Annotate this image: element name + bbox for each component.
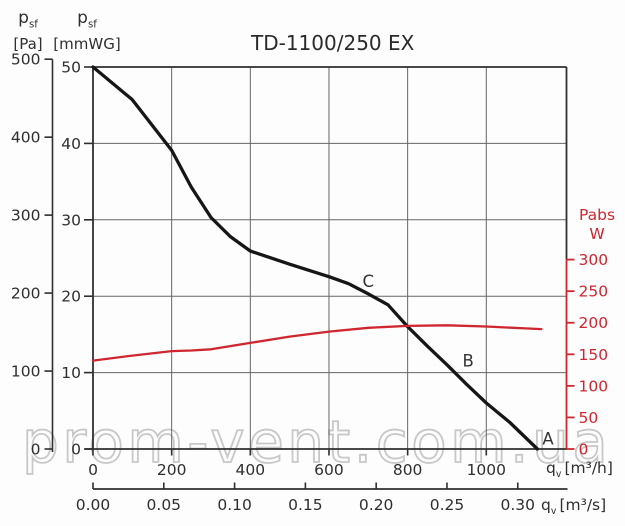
pa-axis-tick-label: 400 — [11, 129, 41, 147]
pa-axis-tick-label: 500 — [11, 51, 41, 69]
power-axis-tick-label: 50 — [579, 409, 599, 427]
pa-axis-tick-label: 100 — [11, 363, 41, 381]
mmwg-axis-tick-label: 40 — [61, 135, 81, 153]
mmwg-axis-tick-label: 0 — [71, 441, 81, 459]
watermark-text: prom-vent.com.ua — [22, 408, 611, 476]
flow-h-tick-label: 1000 — [467, 461, 506, 479]
mmwg-axis-tick-label: 30 — [61, 211, 81, 229]
power-axis-unit: W — [589, 225, 605, 243]
mmwg-axis-tick-label: 50 — [61, 59, 81, 77]
flow-s-tick-label: 0.15 — [288, 496, 323, 514]
pa-axis-tick-label: 300 — [11, 207, 41, 225]
mmwg-axis-symbol: psf — [77, 8, 97, 31]
pa-axis-tick-label: 0 — [31, 441, 41, 459]
mmwg-axis-title: psf [mmWG] — [52, 9, 122, 54]
absorbed-power-curve — [91, 324, 543, 362]
power-axis-tick-label: 100 — [579, 377, 609, 395]
flow-h-tick-label: 200 — [157, 461, 187, 479]
mmwg-axis-tick-label: 10 — [61, 364, 81, 382]
flow-s-tick-label: 0.25 — [430, 496, 465, 514]
mmwg-axis-unit: [mmWG] — [53, 35, 121, 54]
flow-s-tick-label: 0.00 — [76, 496, 111, 514]
flow-s-tick-label: 0.30 — [501, 496, 536, 514]
curve-point-label-b: B — [463, 351, 474, 370]
flow-s-tick-label: 0.20 — [359, 496, 394, 514]
power-axis-tick-label: 300 — [579, 251, 609, 269]
flow-s-tick-label: 0.10 — [217, 496, 252, 514]
power-axis-tick-label: 150 — [579, 346, 609, 364]
power-axis-name: Pabs — [578, 206, 616, 224]
pa-axis-title: psf [Pa] — [6, 9, 50, 54]
curve-point-label-c: C — [363, 272, 375, 291]
static-pressure-curve — [91, 65, 540, 451]
power-axis-tick-label: 200 — [579, 314, 609, 332]
curve-point-label-a: A — [542, 429, 554, 448]
power-axis-title: Pabs W — [572, 206, 622, 244]
pa-axis-unit: [Pa] — [13, 35, 43, 54]
mmwg-axis-tick-label: 20 — [61, 288, 81, 306]
flow-h-tick-label: 600 — [314, 461, 344, 479]
flow-axis-s-label: qv [m³/s] — [541, 496, 607, 518]
power-axis-tick-label: 250 — [579, 283, 609, 301]
flow-axis-h-label: qv [m³/h] — [546, 459, 613, 481]
pa-axis-symbol: psf — [18, 8, 38, 31]
flow-h-tick-label: 0 — [88, 461, 98, 479]
flow-h-tick-label: 400 — [236, 461, 266, 479]
pa-axis-tick-label: 200 — [11, 285, 41, 303]
chart-title: TD-1100/250 EX — [251, 31, 415, 55]
flow-s-tick-label: 0.05 — [147, 496, 182, 514]
power-axis-tick-label: 0 — [579, 441, 589, 459]
flow-h-tick-label: 800 — [393, 461, 423, 479]
